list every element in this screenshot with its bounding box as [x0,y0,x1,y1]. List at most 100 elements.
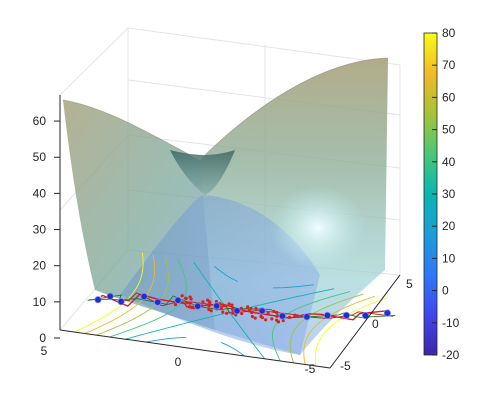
trajectory-marker [117,297,125,306]
x-tick-label: -5 [305,362,316,376]
y-axis-line [329,274,401,369]
contour-lines [74,252,386,367]
trajectory-point [190,305,194,310]
z-tick-label: 60 [33,114,47,128]
trajectory-point [185,301,189,305]
trajectory-point [239,306,243,310]
trajectory-marker [194,302,202,310]
colorbar-tick-label: 80 [442,26,456,40]
contour-line [228,288,335,360]
trajectory-marker [94,296,102,304]
surface-edge [62,57,389,161]
contour-line [303,295,376,365]
trajectory-point [221,310,225,314]
z-tick-label: 40 [33,186,47,200]
trajectory-point [254,306,258,311]
colorbar-ticks: 80 70 60 50 40 30 20 10 0 -10 -20 [432,26,460,362]
contour-line [220,284,314,357]
trajectory-point [188,301,192,305]
trajectory-marker [140,292,148,301]
surface-highlight [270,186,366,270]
trajectory-marker [213,302,221,310]
trajectory-point [240,311,244,316]
trajectory-point [219,306,223,310]
colorbar-tick-label: 20 [442,219,456,233]
floor-edges [59,95,401,369]
trajectory-marker [303,313,311,321]
z-tick-label: 30 [33,223,47,237]
trajectory-point [246,305,250,309]
trajectory-point [275,310,279,315]
trajectory-marker [233,307,241,315]
trajectory-point [276,320,281,324]
colorbar-tick-label: 40 [442,155,456,169]
trajectory-point [253,316,257,320]
trajectory-point [184,296,188,301]
colorbar-tick-label: 70 [442,58,456,72]
colorbar-tick-label: 0 [442,284,449,298]
trajectory-point [266,311,270,315]
y-tick-label: -5 [340,359,351,373]
trajectory-point [225,311,229,315]
x-tick-label: 0 [175,355,182,369]
grid-line [59,27,129,96]
contour-line [314,297,386,367]
trajectory-point [295,314,299,318]
trajectory-marker [154,298,162,306]
trajectory-point [209,309,213,313]
contour-line [74,252,144,333]
trajectory-point [227,302,231,306]
trajectory-point [180,294,184,298]
colorbar-tick-label: 60 [442,90,456,104]
trajectory-marker [106,292,114,300]
surface-saddle-throat [170,150,235,195]
trajectory-marker [278,312,286,320]
z-tick-label: 20 [33,259,47,273]
trajectory-marker [258,307,266,315]
trajectory-point [275,314,279,318]
x-tick-label: 5 [41,344,48,358]
trajectory-point [221,304,226,308]
trajectory-point [272,309,276,314]
trajectory-marker [383,309,391,317]
colorbar-tick-label: 30 [442,187,456,201]
trajectory-point [270,317,274,321]
trajectory-marker [323,311,331,319]
colorbar: 80 70 60 50 40 30 20 10 0 -10 -20 [423,26,460,362]
trajectory-point [281,319,285,323]
y-tick-label: 0 [372,317,379,331]
trajectory-point [173,303,178,307]
colorbar-tick-label: 50 [442,123,456,137]
trajectory-path [87,294,396,319]
contour-line [289,293,364,364]
x-axis-line [59,329,331,369]
trajectory-point [264,318,268,322]
x-axis-ticks: 5 0 -5 [41,344,316,376]
trajectory-point [189,297,193,301]
z-tick-label: 0 [39,331,46,345]
trajectory-point [207,304,211,308]
grid-line [127,27,401,66]
trajectory-marker [342,311,350,319]
trajectory-point [293,313,297,317]
trajectory-path [88,292,394,319]
z-axis-ticks: 0 10 20 30 40 50 60 [33,114,60,345]
trajectory-point [230,307,235,311]
trajectory-point [250,314,254,319]
trajectory-point [250,310,254,315]
y-tick-label: 5 [406,277,413,291]
trajectory-point [287,315,292,319]
colorbar-tick-label: -10 [442,316,460,330]
trajectory-marker [361,311,370,320]
trajectory-point [230,303,234,307]
trajectory-marker [174,296,182,304]
saddle-surface [62,57,389,355]
z-tick-label: 10 [33,295,47,309]
colorbar-tick-label: -20 [442,348,460,362]
contour-line [145,265,239,343]
trajectory-point [207,300,211,304]
contour-line [109,259,187,338]
trajectory-point [214,299,218,304]
colorbar-tick-label: 10 [442,251,456,265]
